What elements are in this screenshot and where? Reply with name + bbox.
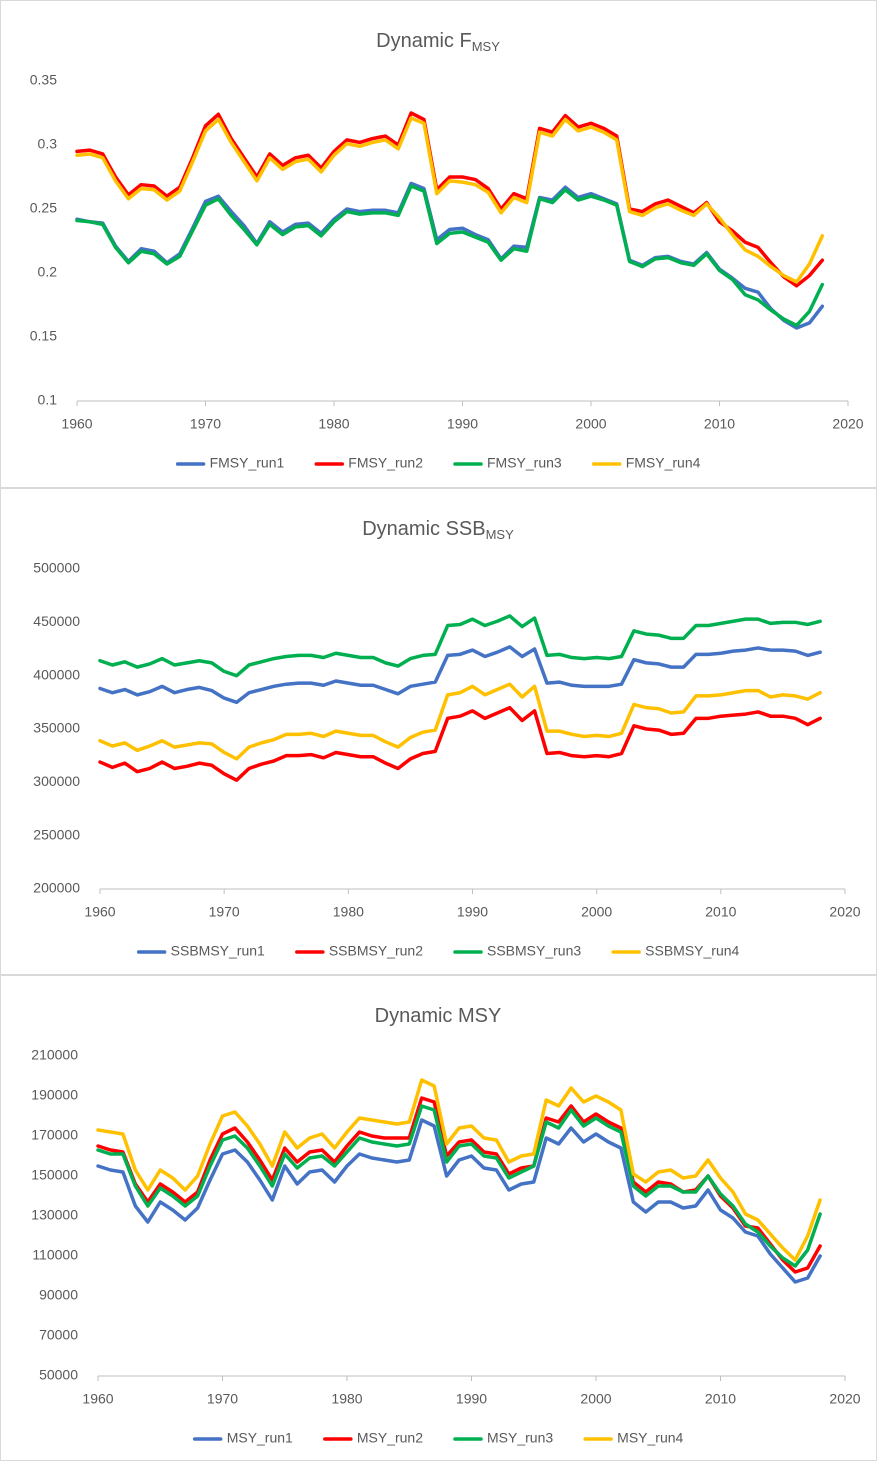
chart: Dynamic SSBMSY 200000 250000 300000 350000 40… — [33, 518, 860, 958]
x-tick-label: 2020 — [829, 904, 860, 920]
x-tick-label: 1990 — [456, 1391, 487, 1407]
y-tick-label: 70000 — [39, 1327, 78, 1343]
x-tick-label: 2020 — [829, 1391, 860, 1407]
y-tick-label: 210000 — [31, 1047, 78, 1063]
series-line — [96, 1078, 822, 1262]
chart: Dynamic MSY 50000 70000 90000 110000 130000 15… — [31, 1005, 860, 1445]
x-tick-label: 1960 — [61, 416, 92, 432]
legend-label: SSBMSY_run4 — [645, 943, 739, 959]
chart-title: Dynamic SSBMSY — [362, 518, 514, 542]
chart-frame — [0, 488, 877, 975]
x-tick-label: 1960 — [82, 1391, 113, 1407]
legend-label: MSY_run3 — [487, 1430, 553, 1446]
series-line — [98, 614, 822, 678]
y-tick-label: 0.3 — [38, 136, 58, 152]
x-tick-label: 1970 — [209, 904, 240, 920]
title-subscript: MSY — [486, 527, 515, 542]
y-tick-label: 130000 — [31, 1207, 78, 1223]
legend-label: SSBMSY_run2 — [329, 943, 423, 959]
x-tick-label: 1970 — [207, 1391, 238, 1407]
series-line — [96, 1104, 822, 1268]
y-tick-label: 0.25 — [30, 200, 57, 216]
x-tick-label: 1960 — [84, 904, 115, 920]
title-main: Dynamic SSB — [362, 518, 485, 540]
x-tick-label: 2000 — [580, 1391, 611, 1407]
x-tick-label: 2020 — [832, 416, 863, 432]
y-tick-label: 300000 — [33, 773, 80, 789]
y-tick-label: 0.15 — [30, 328, 57, 344]
legend-label: MSY_run1 — [227, 1430, 293, 1446]
legend: MSY_run1 MSY_run2 MSY_run3 MSY_run4 — [192, 1430, 684, 1446]
chart-title: Dynamic FMSY — [376, 30, 500, 54]
legend: SSBMSY_run1 SSBMSY_run2 SSBMSY_run3 SSBMSY_… — [136, 943, 740, 959]
y-tick-label: 170000 — [31, 1127, 78, 1143]
chart: Dynamic FMSY 0.1 0.15 0.2 0.25 0.3 0.35 1960 197… — [30, 30, 864, 470]
legend: FMSY_run1 FMSY_run2 FMSY_run3 FMSY_run4 — [175, 455, 701, 471]
legend-label: MSY_run4 — [617, 1430, 683, 1446]
legend-label: FMSY_run2 — [348, 455, 423, 471]
x-tick-label: 2010 — [705, 904, 736, 920]
y-tick-label: 200000 — [33, 880, 80, 896]
title-subscript: MSY — [472, 39, 501, 54]
y-tick-label: 0.2 — [38, 264, 58, 280]
title-main: Dynamic MSY — [375, 1005, 502, 1027]
x-tick-label: 1990 — [457, 904, 488, 920]
x-tick-label: 1980 — [331, 1391, 362, 1407]
x-tick-label: 1980 — [318, 416, 349, 432]
y-tick-label: 190000 — [31, 1087, 78, 1103]
series-line — [98, 682, 822, 761]
chart-title: Dynamic MSY — [375, 1005, 502, 1027]
series-line — [98, 705, 822, 782]
y-tick-label: 400000 — [33, 666, 80, 682]
y-tick-label: 110000 — [32, 1247, 78, 1263]
x-tick-label: 1990 — [447, 416, 478, 432]
y-tick-label: 90000 — [39, 1287, 78, 1303]
y-tick-label: 250000 — [33, 826, 80, 842]
y-tick-label: 500000 — [33, 560, 80, 576]
x-tick-label: 2010 — [704, 416, 735, 432]
x-tick-label: 2010 — [705, 1391, 736, 1407]
legend-label: FMSY_run4 — [626, 455, 701, 471]
y-tick-label: 150000 — [31, 1167, 78, 1183]
title-main: Dynamic F — [376, 30, 472, 52]
series-line — [75, 116, 825, 284]
chart-frame — [0, 975, 877, 1461]
legend-label: SSBMSY_run1 — [171, 943, 265, 959]
x-tick-label: 1970 — [190, 416, 221, 432]
y-tick-label: 0.1 — [38, 392, 58, 408]
x-tick-label: 2000 — [581, 904, 612, 920]
series-line — [75, 184, 825, 328]
y-tick-label: 0.35 — [30, 72, 57, 88]
legend-label: FMSY_run1 — [210, 455, 285, 471]
x-tick-label: 2000 — [575, 416, 606, 432]
legend-label: MSY_run2 — [357, 1430, 423, 1446]
y-tick-label: 450000 — [33, 613, 80, 629]
y-tick-label: 50000 — [39, 1367, 78, 1383]
series-line — [96, 1118, 822, 1284]
legend-label: FMSY_run3 — [487, 455, 562, 471]
legend-label: SSBMSY_run3 — [487, 943, 581, 959]
series-line — [98, 645, 822, 705]
y-tick-label: 350000 — [33, 720, 80, 736]
x-tick-label: 1980 — [333, 904, 364, 920]
